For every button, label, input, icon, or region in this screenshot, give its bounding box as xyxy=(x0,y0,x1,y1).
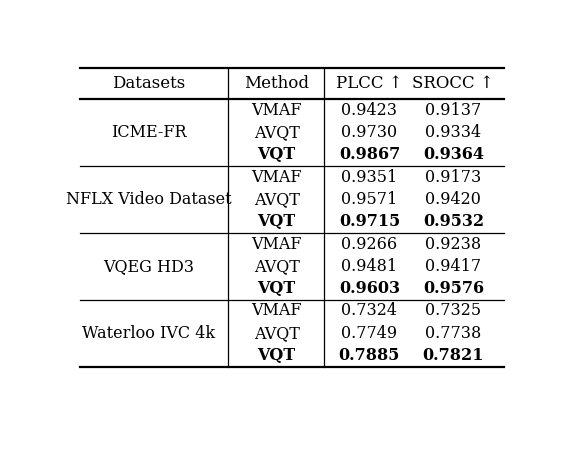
Text: 0.7324: 0.7324 xyxy=(341,303,397,320)
Text: 0.9481: 0.9481 xyxy=(341,258,397,275)
Text: 0.9532: 0.9532 xyxy=(423,213,484,231)
Text: 0.9603: 0.9603 xyxy=(339,280,400,297)
Text: 0.9715: 0.9715 xyxy=(339,213,400,231)
Text: ICME-FR: ICME-FR xyxy=(111,124,186,141)
Text: AVQT: AVQT xyxy=(254,191,300,208)
Text: VQEG HD3: VQEG HD3 xyxy=(103,258,194,275)
Text: 0.7821: 0.7821 xyxy=(422,347,484,364)
Text: 0.7885: 0.7885 xyxy=(339,347,400,364)
Text: SROCC ↑: SROCC ↑ xyxy=(413,75,494,92)
Text: 0.9351: 0.9351 xyxy=(341,169,397,186)
Text: VQT: VQT xyxy=(258,146,296,164)
Text: 0.9571: 0.9571 xyxy=(341,191,397,208)
Text: VMAF: VMAF xyxy=(251,303,302,320)
Text: VMAF: VMAF xyxy=(251,169,302,186)
Text: VQT: VQT xyxy=(258,347,296,364)
Text: 0.9576: 0.9576 xyxy=(423,280,484,297)
Text: AVQT: AVQT xyxy=(254,124,300,141)
Text: VMAF: VMAF xyxy=(251,236,302,253)
Text: NFLX Video Dataset: NFLX Video Dataset xyxy=(66,191,231,208)
Text: 0.7325: 0.7325 xyxy=(425,303,482,320)
Text: AVQT: AVQT xyxy=(254,258,300,275)
Text: VMAF: VMAF xyxy=(251,102,302,119)
Text: 0.9137: 0.9137 xyxy=(425,102,482,119)
Text: PLCC ↑: PLCC ↑ xyxy=(336,75,403,92)
Text: 0.7738: 0.7738 xyxy=(425,325,482,342)
Text: Datasets: Datasets xyxy=(112,75,185,92)
Text: 0.9266: 0.9266 xyxy=(341,236,397,253)
Text: 0.9730: 0.9730 xyxy=(341,124,397,141)
Text: 0.9173: 0.9173 xyxy=(425,169,482,186)
Text: 0.9423: 0.9423 xyxy=(341,102,397,119)
Text: VQT: VQT xyxy=(258,213,296,231)
Text: Waterloo IVC 4k: Waterloo IVC 4k xyxy=(82,325,215,342)
Text: 0.7749: 0.7749 xyxy=(341,325,397,342)
Text: 0.9334: 0.9334 xyxy=(425,124,482,141)
Text: 0.9420: 0.9420 xyxy=(425,191,481,208)
Text: 0.9364: 0.9364 xyxy=(423,146,484,164)
Text: 0.9238: 0.9238 xyxy=(425,236,482,253)
Text: VQT: VQT xyxy=(258,280,296,297)
Text: 0.9417: 0.9417 xyxy=(425,258,482,275)
Text: AVQT: AVQT xyxy=(254,325,300,342)
Text: 0.9867: 0.9867 xyxy=(339,146,400,164)
Text: Method: Method xyxy=(244,75,309,92)
